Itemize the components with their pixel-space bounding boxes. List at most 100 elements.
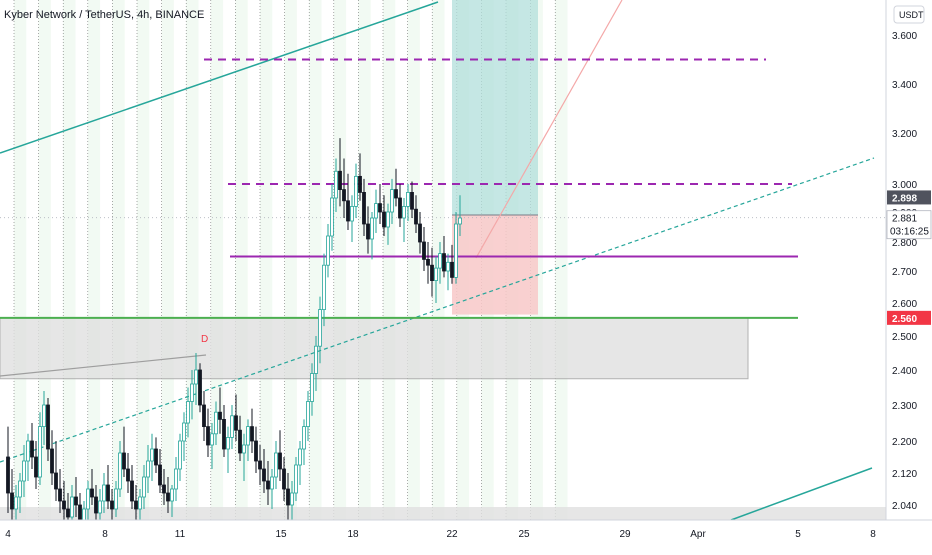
candle[interactable] [70,485,74,525]
candle[interactable] [262,449,266,493]
stop-zone[interactable] [452,215,538,315]
candle[interactable] [186,387,190,438]
candle[interactable] [374,189,378,233]
candle[interactable] [194,353,198,405]
candle[interactable] [158,449,162,493]
candle[interactable] [442,236,446,278]
candle[interactable] [74,477,78,517]
price-axis[interactable] [886,0,932,550]
candle[interactable] [358,153,362,201]
candle[interactable] [390,178,394,224]
candle[interactable] [38,412,42,485]
candle[interactable] [322,253,326,327]
candle[interactable] [14,485,18,521]
candle[interactable] [362,178,366,236]
target-zone[interactable] [452,0,538,215]
candle[interactable] [202,391,206,441]
candle[interactable] [402,198,406,242]
grey-trend-line[interactable] [0,354,207,377]
supply-demand-zone[interactable] [0,317,749,380]
candle[interactable] [222,405,226,457]
candle[interactable] [122,426,126,477]
candle[interactable] [126,453,130,493]
candle[interactable] [386,203,390,245]
candle[interactable] [450,244,454,284]
candle[interactable] [218,387,222,434]
dividend-marker[interactable]: D [201,334,208,345]
candle[interactable] [294,457,298,501]
candle[interactable] [330,184,334,251]
candle[interactable] [62,481,66,525]
candle[interactable] [230,405,234,449]
candle[interactable] [182,412,186,461]
candle[interactable] [178,433,182,481]
candle[interactable] [238,415,242,461]
candle[interactable] [250,408,254,453]
candle[interactable] [378,184,382,224]
candle[interactable] [278,430,282,481]
candle[interactable] [18,473,22,513]
candle[interactable] [146,445,150,493]
candle[interactable] [370,212,374,260]
candle[interactable] [270,469,274,509]
candle[interactable] [34,441,38,489]
time-axis[interactable] [0,520,932,550]
candle[interactable] [438,242,442,284]
candle[interactable] [198,363,202,413]
candle[interactable] [434,256,438,304]
candle[interactable] [274,441,278,489]
candle[interactable] [382,195,386,236]
upper-channel-line[interactable] [0,1,439,154]
candle[interactable] [134,485,138,521]
candle[interactable] [210,423,214,469]
projection-line[interactable] [475,0,623,259]
candle[interactable] [114,481,118,517]
candle[interactable] [454,212,458,284]
candle[interactable] [118,441,122,497]
candle[interactable] [90,469,94,505]
candle[interactable] [426,242,430,284]
candle[interactable] [286,473,290,521]
candle[interactable] [346,173,350,230]
candle[interactable] [406,184,410,221]
candle[interactable] [150,433,154,481]
candle[interactable] [246,419,250,461]
candle[interactable] [254,426,258,473]
candle[interactable] [366,206,370,254]
candle[interactable] [266,461,270,505]
candle[interactable] [410,181,414,218]
candle[interactable] [94,485,98,525]
candle[interactable] [298,441,302,485]
candle[interactable] [306,391,310,441]
candle[interactable] [258,445,262,485]
candle[interactable] [318,296,322,364]
candle[interactable] [234,394,238,442]
candle[interactable] [86,481,90,521]
candle[interactable] [174,457,178,501]
candle[interactable] [342,158,346,219]
candle[interactable] [446,253,450,291]
candle[interactable] [350,195,354,242]
currency-button-label[interactable]: USDT [899,10,924,20]
candle[interactable] [102,473,106,513]
candle[interactable] [170,485,174,517]
candle[interactable] [282,457,286,501]
candle[interactable] [6,426,10,513]
candle[interactable] [326,224,330,278]
candle[interactable] [10,469,14,529]
candle[interactable] [290,481,294,521]
candle[interactable] [354,163,358,218]
ascending-trend-line[interactable] [0,157,875,463]
candle[interactable] [190,370,194,420]
candle[interactable] [42,391,46,445]
candle[interactable] [422,227,426,271]
candle[interactable] [166,477,170,513]
candle[interactable] [430,247,434,297]
candle[interactable] [26,433,30,481]
candle[interactable] [142,465,146,509]
candle[interactable] [398,184,402,227]
candle[interactable] [130,465,134,509]
candle[interactable] [110,489,114,521]
